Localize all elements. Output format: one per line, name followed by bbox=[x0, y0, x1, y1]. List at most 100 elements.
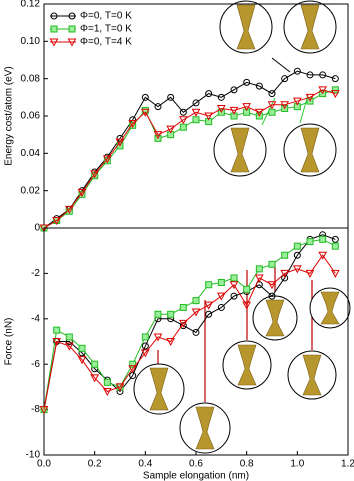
legend-marker bbox=[68, 25, 76, 33]
y-tick-label: -6 bbox=[31, 359, 40, 370]
marker bbox=[192, 328, 200, 336]
marker bbox=[52, 217, 62, 226]
marker bbox=[77, 189, 87, 198]
marker bbox=[205, 90, 213, 98]
marker bbox=[281, 251, 289, 259]
marker bbox=[192, 99, 200, 107]
marker bbox=[128, 365, 138, 374]
marker bbox=[115, 383, 125, 392]
marker bbox=[205, 310, 213, 318]
marker bbox=[293, 242, 301, 250]
y-axis-label: Force (nN) bbox=[4, 318, 15, 366]
marker bbox=[268, 292, 276, 300]
nanowire bbox=[237, 344, 257, 386]
marker bbox=[254, 108, 264, 117]
y-tick-label: -10 bbox=[26, 450, 41, 461]
y-tick-label: -2 bbox=[31, 268, 40, 279]
marker bbox=[229, 106, 239, 115]
legend-label: Φ=1, T=0 K bbox=[80, 24, 132, 35]
marker bbox=[141, 333, 149, 341]
marker bbox=[90, 170, 100, 179]
marker bbox=[230, 274, 238, 282]
marker bbox=[103, 378, 111, 386]
marker bbox=[255, 265, 263, 273]
legend-label: Φ=0, T=0 K bbox=[80, 11, 132, 22]
marker bbox=[331, 242, 339, 250]
y-axis-label: Energy cost/atom (eV) bbox=[4, 66, 15, 165]
marker bbox=[281, 75, 289, 83]
marker bbox=[52, 338, 62, 347]
marker bbox=[154, 310, 162, 318]
x-tick-label: 0.8 bbox=[240, 459, 254, 470]
marker bbox=[305, 269, 315, 278]
y-tick-label: -8 bbox=[31, 404, 40, 415]
nanowire bbox=[236, 4, 256, 50]
marker bbox=[91, 360, 99, 368]
y-tick-label: 0.12 bbox=[21, 0, 41, 10]
marker bbox=[64, 205, 74, 214]
marker bbox=[39, 406, 49, 415]
y-tick-label: 0.04 bbox=[21, 148, 41, 159]
legend-marker bbox=[50, 25, 58, 33]
marker bbox=[331, 86, 339, 94]
marker bbox=[191, 108, 201, 117]
marker bbox=[179, 108, 187, 116]
nanowire bbox=[230, 127, 250, 173]
marker bbox=[65, 207, 73, 215]
marker bbox=[267, 281, 277, 290]
marker bbox=[292, 97, 302, 106]
marker bbox=[179, 322, 187, 330]
marker bbox=[102, 155, 112, 164]
marker bbox=[154, 103, 162, 111]
marker bbox=[141, 342, 149, 350]
x-tick-label: 0.4 bbox=[138, 459, 152, 470]
legend-label: Φ=0, T=4 K bbox=[80, 37, 132, 48]
marker bbox=[128, 119, 138, 129]
marker bbox=[205, 281, 213, 289]
marker bbox=[167, 93, 175, 101]
marker bbox=[140, 108, 150, 117]
nanowire bbox=[300, 4, 320, 50]
marker bbox=[242, 301, 252, 310]
marker bbox=[166, 338, 176, 347]
marker bbox=[216, 292, 226, 301]
marker bbox=[217, 278, 225, 286]
nanowire bbox=[300, 127, 320, 173]
x-tick-label: 0.2 bbox=[88, 459, 102, 470]
marker bbox=[229, 281, 239, 290]
marker bbox=[306, 238, 314, 246]
marker bbox=[179, 303, 187, 311]
nanowire bbox=[149, 367, 169, 411]
marker bbox=[191, 308, 201, 317]
marker bbox=[243, 285, 251, 293]
marker bbox=[115, 138, 125, 147]
nanowire bbox=[302, 354, 322, 396]
marker bbox=[330, 269, 340, 278]
marker bbox=[268, 260, 276, 268]
marker bbox=[280, 269, 290, 278]
y-tick-label: 0 bbox=[34, 223, 40, 234]
marker bbox=[65, 333, 73, 341]
legend-marker bbox=[49, 38, 59, 47]
marker bbox=[281, 274, 289, 282]
marker bbox=[91, 172, 99, 180]
nanowire bbox=[320, 291, 340, 325]
x-tick-label: 0.0 bbox=[37, 459, 51, 470]
x-axis-label: Sample elongation (nm) bbox=[143, 471, 249, 481]
marker bbox=[306, 71, 314, 79]
marker bbox=[192, 297, 200, 305]
marker bbox=[166, 125, 176, 134]
marker bbox=[217, 93, 225, 101]
nanowire bbox=[265, 299, 285, 337]
arrow bbox=[271, 57, 291, 73]
marker bbox=[319, 71, 327, 79]
marker bbox=[64, 342, 74, 351]
marker bbox=[204, 112, 214, 121]
insets bbox=[133, 0, 351, 454]
legend-marker bbox=[50, 12, 58, 20]
marker bbox=[178, 319, 188, 328]
marker bbox=[292, 265, 302, 274]
marker bbox=[141, 93, 149, 101]
marker bbox=[268, 90, 276, 98]
y-tick-label: 0.02 bbox=[21, 185, 41, 196]
